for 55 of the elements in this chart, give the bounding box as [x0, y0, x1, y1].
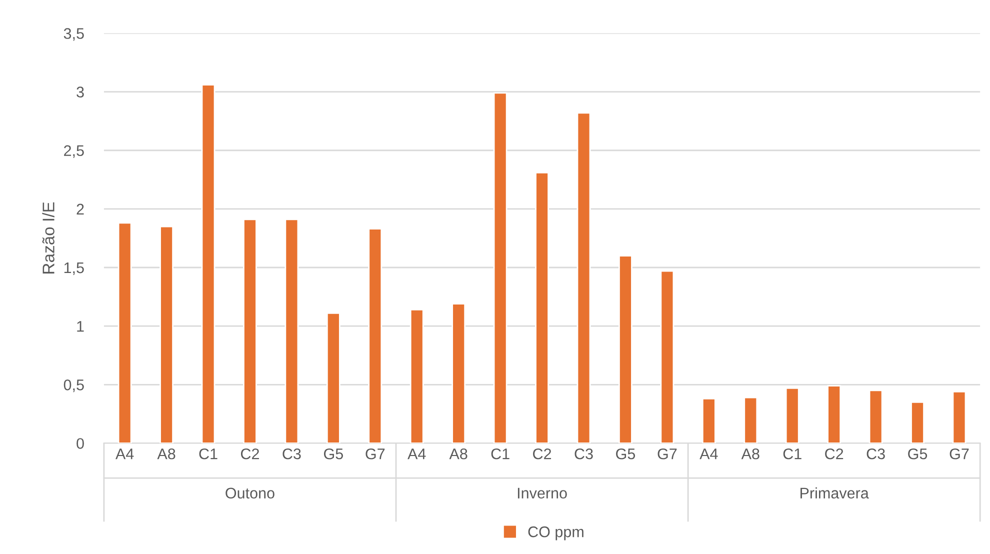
text: Inverno [518, 488, 567, 499]
x-tick-label: G7 [366, 448, 385, 460]
text: Primavera [800, 487, 869, 499]
bar [910, 402, 924, 444]
bar [535, 172, 549, 444]
y-tick-label: 0,5 [64, 380, 84, 392]
bar [827, 385, 842, 444]
x-tick-label: A4 [700, 448, 718, 460]
y-axis-title: Razão I/E [42, 202, 54, 274]
bar [118, 222, 132, 444]
x-tick-label: A4 [408, 448, 426, 460]
y-tick-label: 3,5 [64, 28, 84, 41]
bar [868, 390, 883, 444]
x-tick-label: C3 [282, 448, 301, 460]
bar [326, 312, 340, 444]
x-tick-label: C1 [199, 448, 218, 460]
y-tick-label: 2,5 [64, 145, 84, 158]
x-tick-label: C3 [866, 448, 885, 460]
bar [243, 218, 257, 444]
bar [952, 390, 966, 444]
x-tick-label: A4 [116, 448, 134, 460]
x-tick-label: A8 [157, 448, 176, 460]
bar [785, 387, 800, 444]
legend-label: CO ppm [528, 526, 584, 540]
x-tick-label: G5 [324, 448, 343, 460]
y-tick-label: 3 [76, 86, 84, 98]
bar [493, 92, 508, 444]
x-tick-label: A8 [449, 448, 468, 460]
y-tick-label: 1,5 [64, 262, 84, 275]
bar [284, 218, 299, 444]
x-tick-label: C2 [240, 448, 259, 460]
bar [618, 255, 632, 444]
x-tick-label: G7 [658, 448, 677, 460]
bar [660, 270, 674, 444]
x-tick-label: C1 [783, 448, 802, 460]
bar [160, 226, 174, 444]
bar [702, 398, 716, 444]
text: Outono [226, 488, 274, 499]
bar [576, 112, 591, 444]
x-tick-label: G5 [908, 448, 928, 460]
bar [452, 303, 466, 444]
x-tick-label: A8 [741, 448, 760, 460]
bar [201, 84, 216, 444]
bar [410, 308, 424, 444]
bar [368, 228, 382, 444]
y-tick-label: 2 [76, 204, 84, 214]
x-tick-label: C2 [533, 448, 552, 460]
x-tick-label: C1 [491, 448, 510, 460]
bar [744, 396, 758, 444]
x-tick-label: G5 [616, 448, 636, 460]
x-tick-label: C2 [825, 448, 844, 460]
x-tick-label: C3 [574, 448, 593, 460]
y-tick-label: 1 [77, 321, 84, 332]
x-tick-label: G7 [950, 448, 969, 460]
y-tick-label: 0 [76, 438, 84, 449]
